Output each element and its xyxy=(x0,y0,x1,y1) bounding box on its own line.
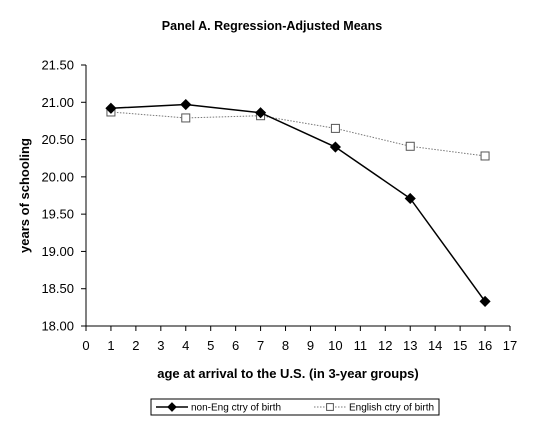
x-axis-ticks: 0 1 2 3 4 5 6 7 8 9 10 11 12 13 14 15 16 17 xyxy=(82,326,517,353)
legend: non-Eng ctry of birth English ctry of bi… xyxy=(150,398,440,416)
series-english xyxy=(106,107,490,161)
y-tick-label: 20.00 xyxy=(41,169,74,184)
x-tick-label: 6 xyxy=(232,338,239,353)
data-point xyxy=(479,295,491,307)
data-point xyxy=(405,141,415,151)
y-axis-ticks: 18.00 18.50 19.00 19.50 20.00 20.50 21.00 21.50 xyxy=(41,58,86,334)
x-tick-label: 7 xyxy=(257,338,264,353)
data-point xyxy=(105,102,117,114)
y-tick-label: 21.00 xyxy=(41,95,74,110)
x-tick-label: 2 xyxy=(132,338,139,353)
chart-title: Panel A. Regression-Adjusted Means xyxy=(162,19,382,33)
data-point xyxy=(180,98,192,111)
legend-entry-english: English ctry of birth xyxy=(314,403,434,414)
x-tick-label: 8 xyxy=(282,338,289,353)
x-axis-label: age at arrival to the U.S. (in 3-year gr… xyxy=(157,366,419,381)
x-tick-label: 15 xyxy=(453,338,467,353)
x-tick-label: 11 xyxy=(354,338,368,353)
x-tick-label: 0 xyxy=(82,338,89,353)
data-point xyxy=(404,192,416,205)
data-point xyxy=(181,113,191,123)
y-tick-label: 21.50 xyxy=(41,58,74,73)
x-tick-label: 5 xyxy=(207,338,214,353)
x-tick-label: 17 xyxy=(503,338,517,353)
series-layer xyxy=(105,98,491,307)
data-point xyxy=(330,123,340,133)
x-tick-label: 12 xyxy=(378,338,392,353)
x-tick-label: 3 xyxy=(157,338,164,353)
y-tick-label: 20.50 xyxy=(41,132,74,147)
y-tick-label: 19.50 xyxy=(41,207,74,222)
legend-box xyxy=(150,398,440,416)
data-point xyxy=(480,151,490,161)
data-point xyxy=(329,141,341,153)
x-tick-label: 16 xyxy=(478,338,492,353)
legend-label-non-eng: non-Eng ctry of birth xyxy=(191,403,281,414)
data-point xyxy=(255,107,267,119)
series-non-eng xyxy=(105,98,491,307)
y-tick-label: 18.00 xyxy=(41,319,74,334)
series-line xyxy=(110,111,486,157)
x-tick-label: 4 xyxy=(182,338,189,353)
x-tick-label: 9 xyxy=(307,338,314,353)
series-line xyxy=(110,103,486,302)
y-tick-label: 18.50 xyxy=(41,281,74,296)
plot-area: 18.00 18.50 19.00 19.50 20.00 20.50 21.00 21.50… xyxy=(41,58,517,354)
x-tick-label: 10 xyxy=(328,338,342,353)
legend-entry-non-eng: non-Eng ctry of birth xyxy=(156,402,281,414)
y-axis-label: years of schooling xyxy=(17,138,32,253)
legend-label-english: English ctry of birth xyxy=(349,403,434,414)
legend-marker xyxy=(326,403,334,411)
x-tick-label: 1 xyxy=(107,338,114,353)
y-tick-label: 19.00 xyxy=(41,244,74,259)
legend-marker xyxy=(167,402,177,412)
x-tick-label: 14 xyxy=(428,338,442,353)
x-tick-label: 13 xyxy=(403,338,417,353)
